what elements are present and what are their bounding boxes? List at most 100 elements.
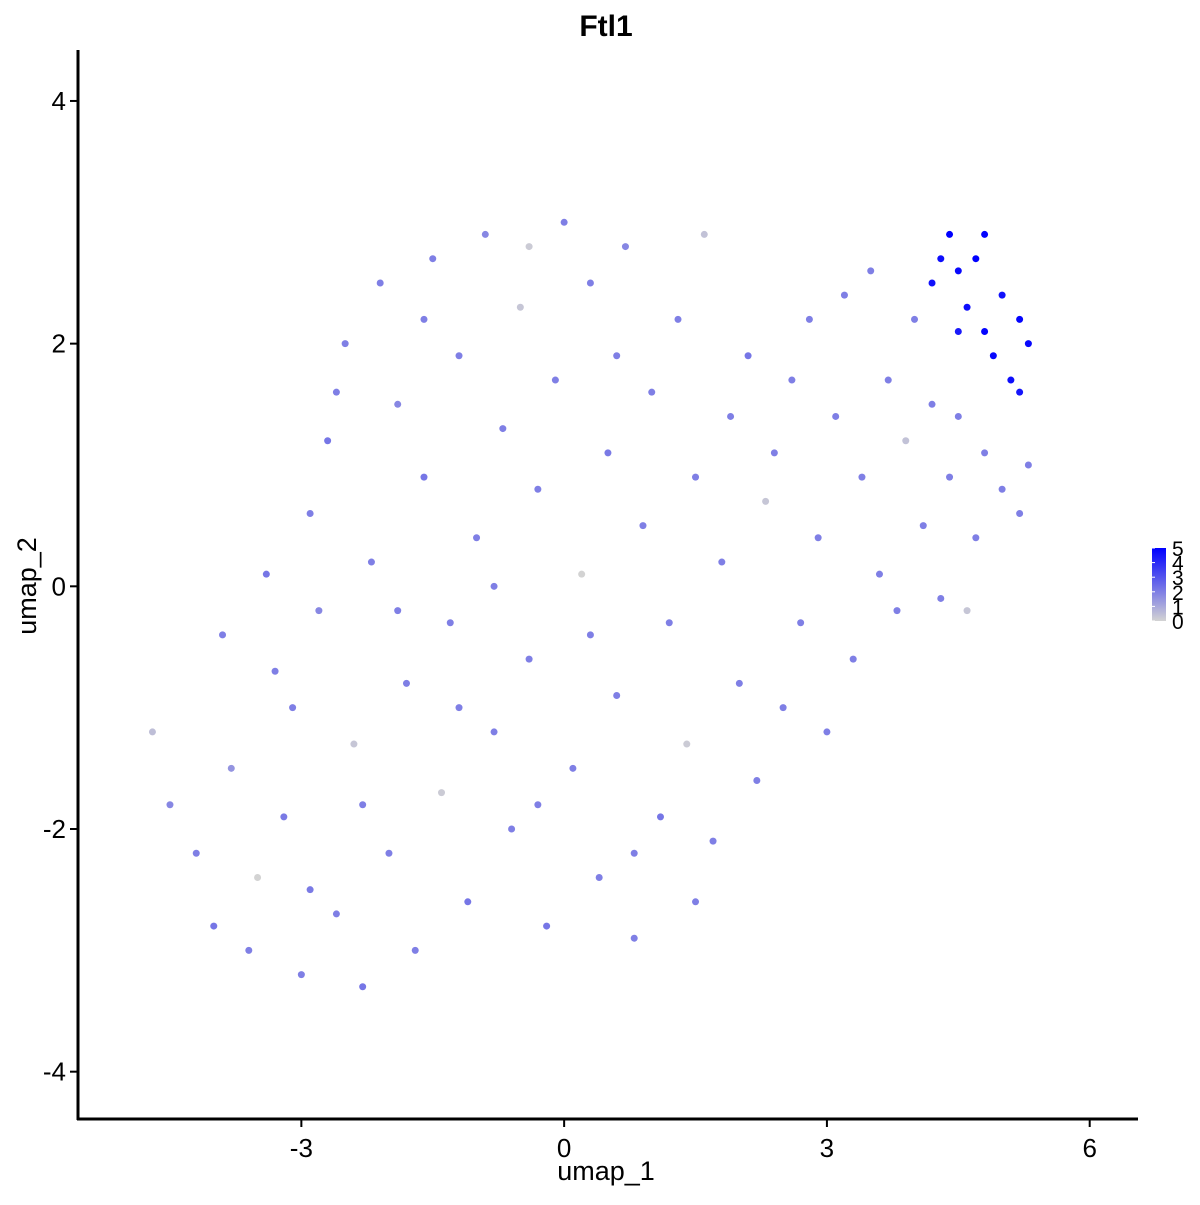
point: [648, 388, 656, 396]
point: [665, 619, 673, 627]
x-axis-label: umap_1: [557, 1156, 655, 1186]
x-tick-label: 0: [557, 1133, 571, 1163]
point: [297, 971, 305, 979]
point: [937, 594, 945, 602]
point: [981, 230, 989, 238]
point: [937, 255, 945, 263]
point: [692, 898, 700, 906]
point: [394, 400, 402, 408]
point: [674, 315, 682, 323]
point: [595, 874, 603, 882]
point: [1016, 388, 1024, 396]
point: [700, 230, 708, 238]
point: [972, 255, 980, 263]
point: [718, 558, 726, 566]
point: [586, 631, 594, 639]
point: [420, 473, 428, 481]
colorbar-tick-label: 5: [1172, 538, 1184, 561]
y-tick-label: 4: [52, 86, 66, 116]
point: [1016, 510, 1024, 518]
point: [315, 607, 323, 615]
x-tick-label: 3: [820, 1133, 834, 1163]
point: [919, 522, 927, 530]
point: [893, 607, 901, 615]
point: [499, 425, 507, 433]
point: [254, 874, 262, 882]
point: [954, 412, 962, 420]
point: [954, 328, 962, 336]
colorbar-tick-label: 2: [1172, 582, 1184, 605]
point: [858, 473, 866, 481]
colorbar-tick-label: 0: [1172, 611, 1184, 634]
point: [998, 485, 1006, 493]
point: [359, 801, 367, 809]
point: [166, 801, 174, 809]
point: [823, 728, 831, 736]
point: [630, 934, 638, 942]
point: [683, 740, 691, 748]
point: [884, 376, 892, 384]
point: [385, 849, 393, 857]
colorbar-tick-label: 4: [1172, 553, 1184, 576]
point: [210, 922, 218, 930]
point: [306, 510, 314, 518]
point: [744, 352, 752, 360]
point: [394, 607, 402, 615]
point: [569, 764, 577, 772]
point: [525, 243, 533, 251]
point: [1024, 461, 1032, 469]
point: [262, 570, 270, 578]
point: [490, 582, 498, 590]
point: [455, 352, 463, 360]
point: [989, 352, 997, 360]
point: [367, 558, 375, 566]
point: [543, 922, 551, 930]
colorbar-tick-label: 1: [1172, 596, 1184, 619]
point: [350, 740, 358, 748]
point: [727, 412, 735, 420]
point: [639, 522, 647, 530]
point: [1024, 340, 1032, 348]
point: [656, 813, 664, 821]
point: [219, 631, 227, 639]
point: [438, 789, 446, 797]
point: [709, 837, 717, 845]
y-tick-label: 2: [52, 329, 66, 359]
point: [928, 400, 936, 408]
colorbar-tick-label: 3: [1172, 567, 1184, 590]
point: [972, 534, 980, 542]
point: [289, 704, 297, 712]
y-axis-label: umap_2: [12, 537, 42, 635]
point: [613, 352, 621, 360]
point: [490, 728, 498, 736]
point: [630, 849, 638, 857]
point: [753, 776, 761, 784]
point: [998, 291, 1006, 299]
point: [332, 910, 340, 918]
point: [849, 655, 857, 663]
point: [280, 813, 288, 821]
point: [341, 340, 349, 348]
point: [271, 667, 279, 675]
point: [481, 230, 489, 238]
points: [148, 218, 1032, 991]
y-tick-label: -4: [43, 1057, 66, 1087]
point: [534, 485, 542, 493]
point: [762, 497, 770, 505]
point: [560, 218, 568, 226]
point: [534, 801, 542, 809]
point: [411, 946, 419, 954]
point: [586, 279, 594, 287]
point: [867, 267, 875, 275]
x-tick-label: -3: [290, 1133, 313, 1163]
point: [446, 619, 454, 627]
point: [359, 983, 367, 991]
point: [954, 267, 962, 275]
point: [621, 243, 629, 251]
point: [735, 679, 743, 687]
point: [902, 437, 910, 445]
x-tick-label: 6: [1082, 1133, 1096, 1163]
point: [516, 303, 524, 311]
point: [192, 849, 200, 857]
